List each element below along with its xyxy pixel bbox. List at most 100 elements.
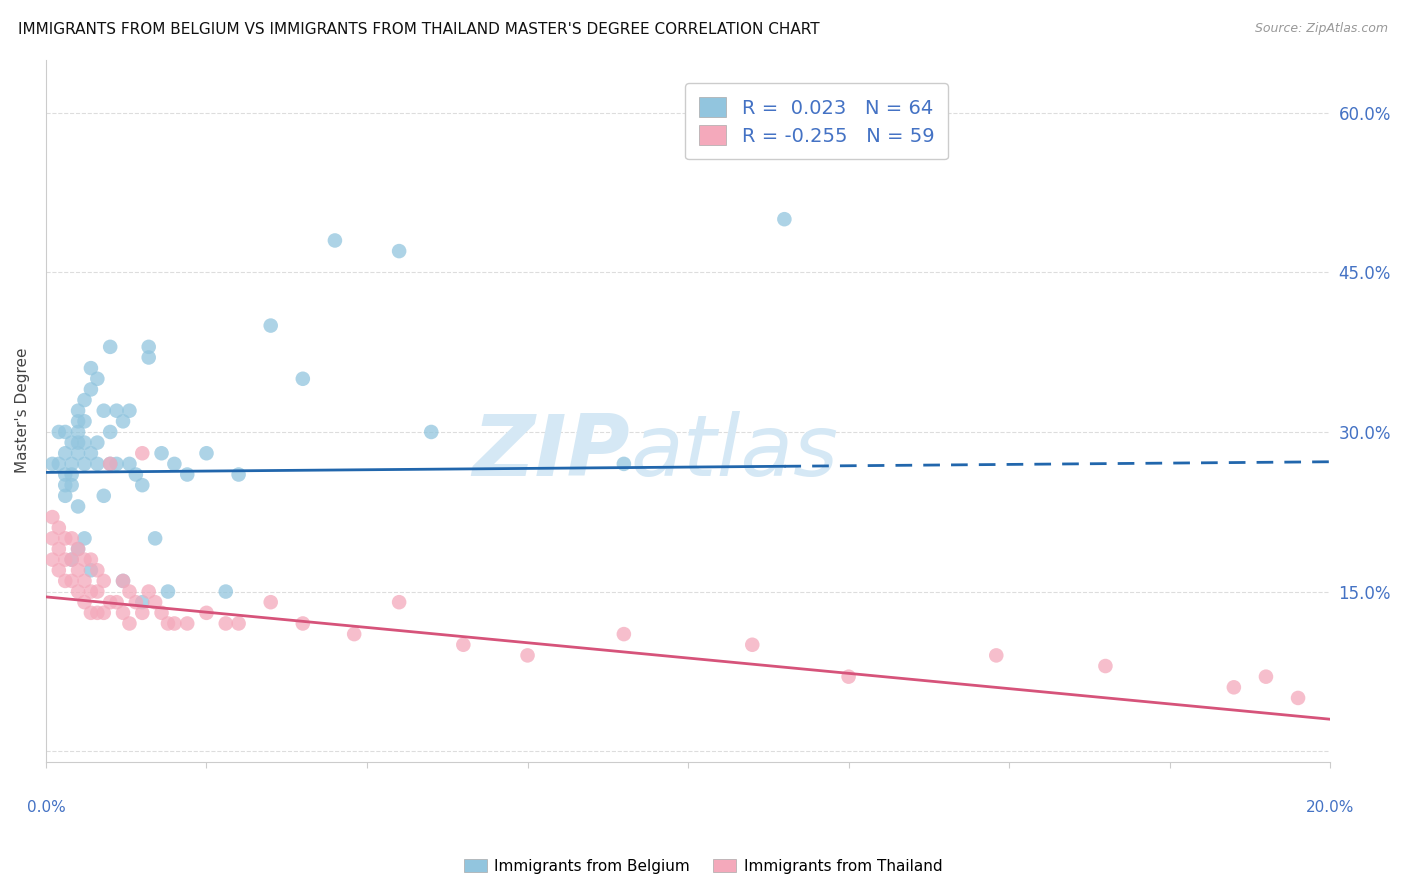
Text: atlas: atlas: [630, 411, 838, 494]
Point: [86, 372, 108, 386]
Y-axis label: Master's Degree: Master's Degree: [15, 348, 30, 474]
Point: [60, 478, 83, 492]
Point: [260, 595, 283, 609]
Legend: Immigrants from Belgium, Immigrants from Thailand: Immigrants from Belgium, Immigrants from…: [458, 853, 948, 880]
Point: [131, 478, 153, 492]
Point: [60, 574, 83, 588]
Point: [176, 616, 198, 631]
Point: [838, 670, 860, 684]
Point: [73, 532, 96, 546]
Point: [453, 638, 475, 652]
Point: [111, 606, 134, 620]
Point: [420, 425, 443, 439]
Point: [228, 616, 250, 631]
Point: [986, 648, 1008, 663]
Point: [98, 457, 121, 471]
Point: [773, 212, 796, 227]
Text: Source: ZipAtlas.com: Source: ZipAtlas.com: [1254, 22, 1388, 36]
Point: [98, 425, 121, 439]
Point: [80, 606, 103, 620]
Point: [80, 446, 103, 460]
Point: [215, 584, 238, 599]
Point: [1223, 681, 1246, 695]
Point: [138, 351, 160, 365]
Point: [613, 627, 636, 641]
Point: [67, 446, 90, 460]
Point: [343, 627, 366, 641]
Point: [48, 521, 70, 535]
Point: [53, 425, 76, 439]
Point: [111, 574, 134, 588]
Point: [215, 616, 238, 631]
Point: [131, 595, 153, 609]
Point: [73, 414, 96, 428]
Point: [176, 467, 198, 482]
Point: [53, 489, 76, 503]
Point: [80, 361, 103, 376]
Point: [60, 532, 83, 546]
Point: [143, 595, 166, 609]
Point: [48, 457, 70, 471]
Point: [48, 541, 70, 556]
Point: [138, 584, 160, 599]
Point: [138, 340, 160, 354]
Point: [53, 532, 76, 546]
Point: [98, 340, 121, 354]
Point: [41, 457, 63, 471]
Point: [48, 425, 70, 439]
Point: [131, 606, 153, 620]
Point: [67, 435, 90, 450]
Point: [163, 457, 186, 471]
Point: [60, 552, 83, 566]
Point: [163, 616, 186, 631]
Point: [150, 446, 173, 460]
Point: [156, 584, 179, 599]
Point: [86, 606, 108, 620]
Point: [125, 595, 148, 609]
Point: [1254, 670, 1277, 684]
Point: [156, 616, 179, 631]
Point: [125, 467, 148, 482]
Point: [901, 95, 924, 110]
Point: [388, 595, 411, 609]
Point: [80, 563, 103, 577]
Point: [118, 616, 141, 631]
Point: [80, 552, 103, 566]
Point: [105, 457, 128, 471]
Point: [41, 532, 63, 546]
Point: [388, 244, 411, 259]
Point: [1094, 659, 1116, 673]
Point: [613, 457, 636, 471]
Point: [73, 595, 96, 609]
Point: [60, 467, 83, 482]
Point: [73, 574, 96, 588]
Point: [150, 606, 173, 620]
Point: [80, 383, 103, 397]
Legend: R =  0.023   N = 64, R = -0.255   N = 59: R = 0.023 N = 64, R = -0.255 N = 59: [685, 83, 948, 160]
Point: [67, 584, 90, 599]
Point: [73, 392, 96, 407]
Point: [98, 595, 121, 609]
Point: [67, 541, 90, 556]
Point: [111, 414, 134, 428]
Text: 20.0%: 20.0%: [1306, 800, 1354, 815]
Point: [53, 478, 76, 492]
Point: [80, 584, 103, 599]
Point: [60, 552, 83, 566]
Point: [86, 435, 108, 450]
Point: [86, 563, 108, 577]
Point: [741, 638, 763, 652]
Point: [67, 563, 90, 577]
Text: ZIP: ZIP: [472, 411, 630, 494]
Point: [53, 446, 76, 460]
Point: [118, 457, 141, 471]
Point: [67, 403, 90, 417]
Text: 0.0%: 0.0%: [27, 800, 65, 815]
Point: [73, 457, 96, 471]
Point: [41, 552, 63, 566]
Point: [60, 457, 83, 471]
Point: [93, 606, 115, 620]
Point: [67, 425, 90, 439]
Point: [131, 446, 153, 460]
Point: [1286, 690, 1309, 705]
